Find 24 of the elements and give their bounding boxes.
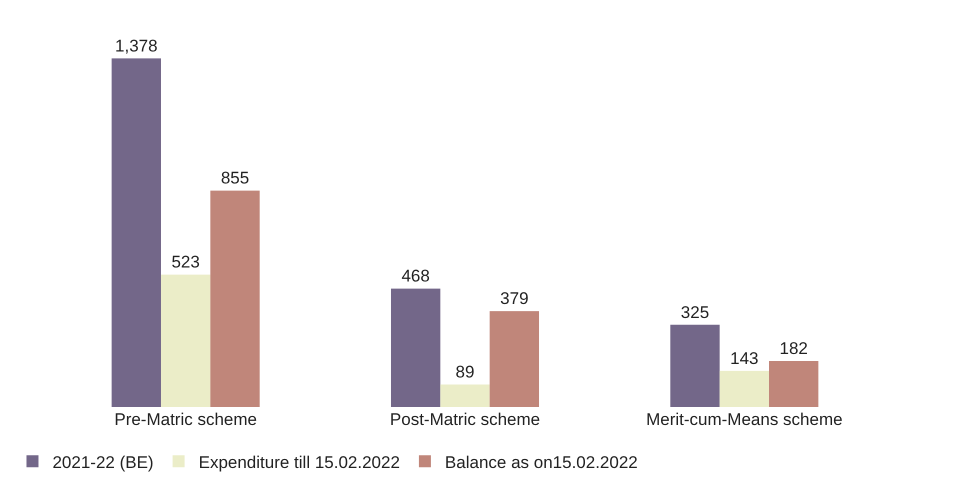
legend-label: Expenditure till 15.02.2022 bbox=[198, 452, 400, 472]
bar bbox=[440, 384, 490, 407]
bar bbox=[210, 190, 260, 407]
data-label: 182 bbox=[779, 338, 808, 358]
bar bbox=[720, 370, 770, 407]
data-label: 379 bbox=[500, 289, 529, 308]
bar bbox=[490, 311, 540, 407]
legend-label: 2021-22 (BE) bbox=[52, 452, 154, 472]
bar bbox=[769, 360, 818, 407]
legend-label: Balance as on15.02.2022 bbox=[444, 452, 638, 472]
bar bbox=[390, 288, 440, 407]
data-label: 89 bbox=[456, 362, 474, 382]
data-label: 325 bbox=[680, 302, 710, 322]
x-tick-label: Post-Matric scheme bbox=[390, 410, 540, 429]
bar bbox=[112, 58, 161, 407]
data-label: 143 bbox=[730, 348, 759, 368]
bar bbox=[160, 274, 210, 407]
x-tick-label: Pre-Matric scheme bbox=[114, 410, 257, 429]
x-tick-label: Merit-cum-Means scheme bbox=[646, 410, 843, 429]
data-label: 523 bbox=[171, 252, 200, 272]
data-label: 855 bbox=[220, 168, 250, 188]
bar bbox=[670, 324, 720, 407]
data-label: 468 bbox=[401, 266, 430, 286]
data-label: 1,378 bbox=[115, 36, 158, 56]
